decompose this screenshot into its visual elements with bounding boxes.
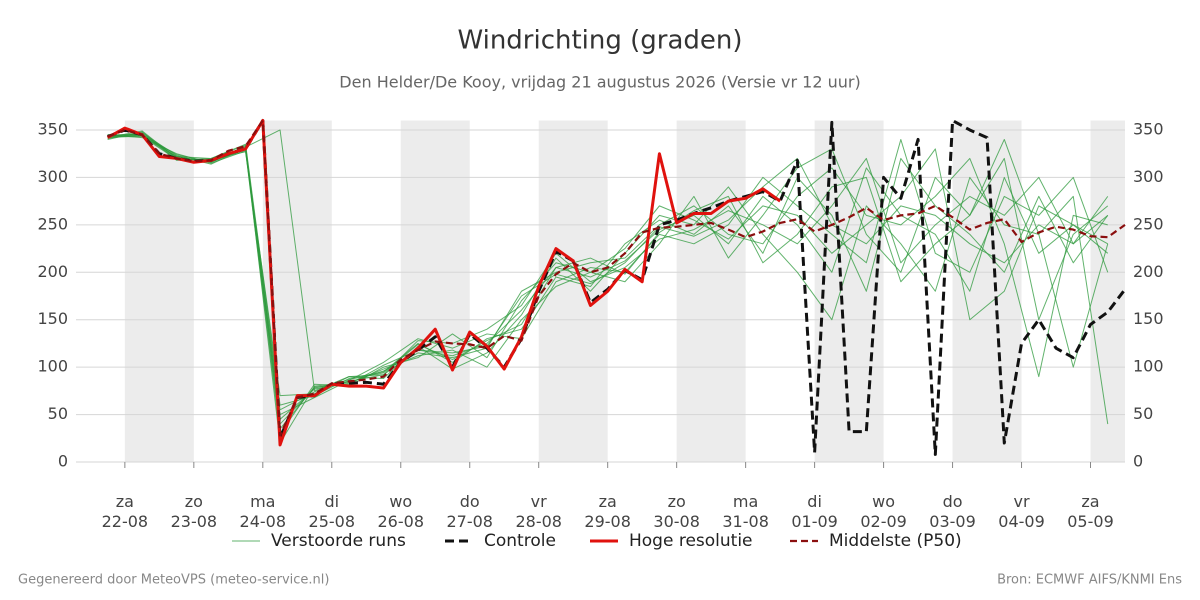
y-tick-label: 50: [48, 404, 68, 423]
day-shade: [124, 120, 194, 462]
x-tick-label: do 03-09: [929, 492, 976, 531]
y-tick-label: 200: [37, 262, 68, 281]
legend-label: Controle: [484, 531, 556, 551]
x-tick-label: ma 31-08: [722, 492, 769, 531]
ensemble-line: [107, 134, 1109, 435]
x-tick-label: vr 28-08: [515, 492, 562, 531]
legend-label: Verstoorde runs: [271, 531, 406, 551]
x-tick-label: za 05-09: [1067, 492, 1114, 531]
series-line: [106, 119, 781, 447]
legend-label: Middelste (P50): [829, 531, 962, 551]
footer-right: Bron: ECMWF AIFS/KNMI Ens: [997, 573, 1182, 588]
y-tick-label-right: 0: [1133, 452, 1143, 471]
y-tick-label-right: 350: [1133, 119, 1164, 138]
y-tick-label-right: 50: [1133, 404, 1153, 423]
y-tick-label: 100: [37, 357, 68, 376]
y-tick-label-right: 100: [1133, 357, 1164, 376]
y-tick-label: 150: [37, 309, 68, 328]
x-tick-label: zo 30-08: [653, 492, 700, 531]
y-tick-label: 250: [37, 214, 68, 233]
x-tick-label: ma 24-08: [239, 492, 287, 531]
y-tick-label: 0: [58, 452, 68, 471]
series-line: [107, 119, 1126, 437]
y-tick-label: 350: [37, 119, 68, 138]
x-tick-label: di 01-09: [791, 492, 838, 531]
day-shade: [676, 120, 746, 462]
y-tick-label-right: 300: [1133, 167, 1164, 186]
x-tick-label: zo 23-08: [170, 492, 218, 531]
y-tick-label-right: 250: [1133, 214, 1164, 233]
legend-label: Hoge resolutie: [629, 531, 753, 551]
x-tick-label: za 29-08: [584, 492, 631, 531]
x-tick-label: wo 02-09: [860, 492, 907, 531]
day-shade: [952, 120, 1022, 462]
day-shade: [538, 120, 608, 462]
ensemble-line: [107, 134, 1109, 420]
ensemble-line: [107, 129, 1109, 392]
x-tick-label: za 22-08: [101, 492, 149, 531]
x-tick-label: vr 04-09: [998, 492, 1045, 531]
x-tick-label: wo 26-08: [377, 492, 425, 531]
y-tick-label-right: 200: [1133, 262, 1164, 281]
chart-title: Windrichting (graden): [457, 26, 742, 56]
day-shade: [1090, 120, 1125, 462]
ensemble-line: [107, 135, 1109, 430]
y-tick-label: 300: [37, 167, 68, 186]
y-tick-label-right: 150: [1133, 309, 1164, 328]
footer-left: Gegenereerd door MeteoVPS (meteo-service…: [18, 573, 329, 588]
day-shade: [400, 120, 470, 462]
x-tick-label: di 25-08: [308, 492, 356, 531]
x-tick-label: do 27-08: [446, 492, 493, 531]
chart-subtitle: Den Helder/De Kooy, vrijdag 21 augustus …: [339, 73, 860, 92]
